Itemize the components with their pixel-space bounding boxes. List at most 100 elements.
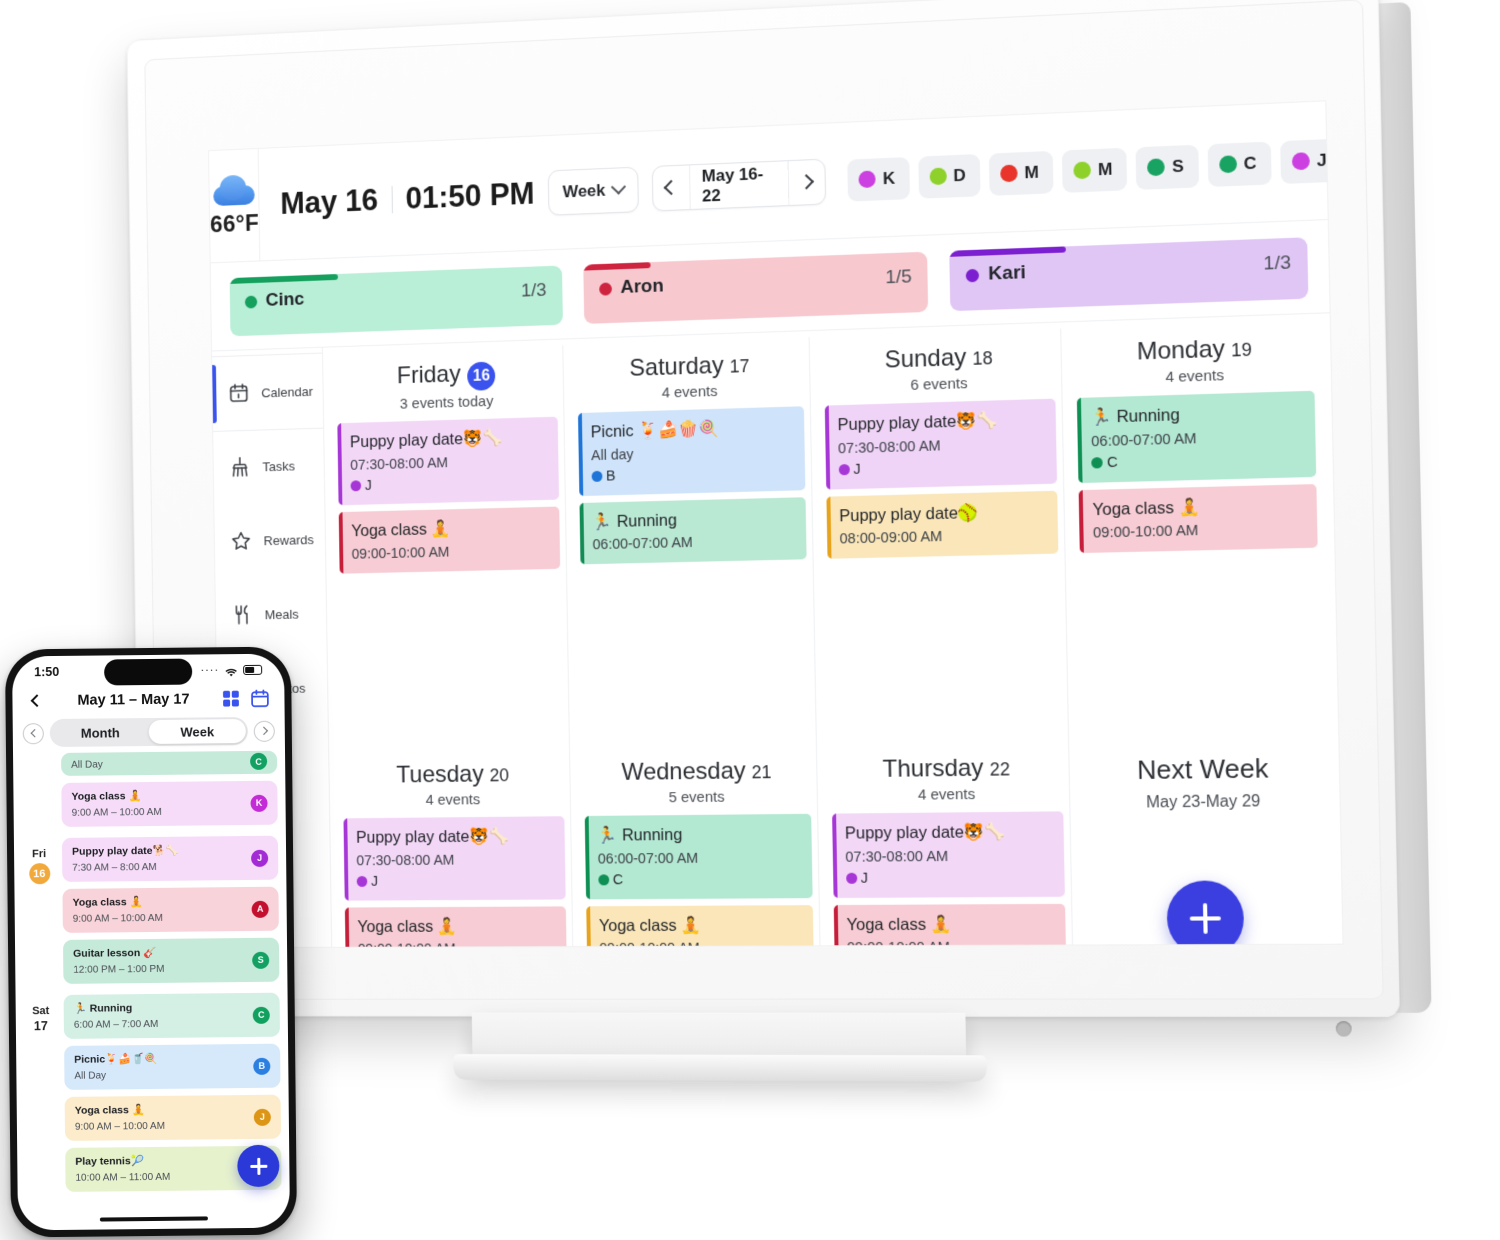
event-title: Yoga class 🧘: [351, 520, 451, 541]
day-header: Saturday 17: [577, 337, 803, 387]
phone-event-owner-badge: J: [253, 1108, 271, 1126]
event-card[interactable]: Yoga class 🧘09:00-10:00 AM: [585, 904, 814, 948]
event-card[interactable]: Yoga class 🧘09:00-10:00 AM: [344, 906, 567, 948]
event-card[interactable]: Puppy play date🐯🦴 07:30-08:00 AM J: [337, 416, 559, 506]
member-color-dot: [1218, 155, 1237, 174]
progress-card-label: Cinc: [244, 289, 305, 313]
phone-event-text: Puppy play date🐕🦴 7:30 AM – 8:00 AM: [72, 844, 251, 874]
sidebar-item-label: Meals: [264, 606, 299, 622]
member-chip-d-1[interactable]: D: [917, 153, 981, 199]
day-column-monday[interactable]: Monday 19 4 events 🏃 Running 06:00-07:00 AM C…: [1069, 319, 1328, 742]
day-column-wednesday[interactable]: Wednesday 21 5 events 🏃 Running 06:00-07:00 …: [577, 744, 824, 948]
sidebar-item-calendar[interactable]: Calendar: [212, 354, 323, 431]
member-color-dot: [966, 268, 980, 282]
next-week-button[interactable]: [788, 159, 825, 204]
next-week-panel[interactable]: Next Week May 23-May 29: [1077, 737, 1337, 948]
phone-event-card[interactable]: 🏃 Running 6:00 AM – 7:00 AM C: [63, 992, 280, 1039]
member-chip-k-0[interactable]: K: [847, 156, 910, 202]
phone-event-card[interactable]: Guitar lesson 🎸 12:00 PM – 1:00 PM S: [62, 937, 280, 984]
event-card[interactable]: 🏃 Running 06:00-07:00 AM C: [1077, 390, 1317, 483]
sidebar-item-rewards[interactable]: Rewards: [214, 502, 325, 579]
phone-event-card[interactable]: Yoga class 🧘 9:00 AM – 10:00 AM J: [64, 1094, 282, 1141]
member-initial: C: [612, 871, 624, 888]
event-card[interactable]: Puppy play date🥎 08:00-09:00 AM: [825, 490, 1059, 560]
day-number: 19: [1230, 339, 1253, 361]
progress-card-kari[interactable]: Kari 1/3: [949, 237, 1309, 312]
day-name: Thursday: [882, 754, 984, 783]
phone-event-card[interactable]: Yoga class 🧘 9:00 AM – 10:00 AM A: [62, 886, 279, 933]
view-mode-dropdown[interactable]: Week: [547, 166, 639, 216]
sidebar-item-label: Tasks: [262, 458, 296, 474]
member-initial: C: [1243, 152, 1257, 173]
phone-prev-button[interactable]: [22, 722, 44, 744]
day-column-sunday[interactable]: Sunday 18 6 events Puppy play date🐯🦴 07:30-0…: [817, 328, 1070, 745]
member-chip-m-2[interactable]: M: [988, 150, 1054, 196]
week-range-label[interactable]: May 16-22: [688, 160, 789, 209]
day-column-thursday[interactable]: Thursday 22 4 events Puppy play date🐯🦴 07:30…: [824, 741, 1078, 948]
event-card[interactable]: Yoga class 🧘09:00-10:00 AM: [1078, 483, 1318, 554]
event-card[interactable]: 🏃 Running 06:00-07:00 AM: [579, 496, 807, 565]
day-column-tuesday[interactable]: Tuesday 20 4 events Puppy play date🐯🦴 07:30-…: [336, 747, 577, 948]
day-column-saturday[interactable]: Saturday 17 4 events Picnic 🍹🍰🍿🍭 All day B 🏃 R…: [570, 337, 817, 748]
event-card[interactable]: Puppy play date🐯🦴 07:30-08:00 AM J: [824, 398, 1058, 490]
grid-view-icon[interactable]: [220, 688, 241, 709]
member-initial: D: [953, 165, 966, 185]
event-title: 🏃 Running: [592, 511, 677, 532]
phone-event-card[interactable]: Picnic🍹🍰🥤🍭 All Day B: [64, 1043, 281, 1090]
week-navigation: May 16-22: [651, 158, 827, 212]
event-time: 07:30-08:00 AM: [845, 848, 949, 866]
phone-day-name: Fri: [31, 848, 47, 861]
event-time: 08:00-09:00 AM: [839, 529, 943, 548]
event-title: 🏃 Running: [597, 826, 683, 845]
phone-add-event-fab[interactable]: [237, 1144, 280, 1188]
phone-event-list[interactable]: All Day C Yoga class 🧘 9:00 AM – 10:00 AM K F…: [13, 750, 290, 1206]
event-accent-bar: [825, 496, 832, 560]
member-chip-s-4[interactable]: S: [1135, 144, 1199, 190]
member-initial: M: [1024, 162, 1040, 182]
member-chip-m-3[interactable]: M: [1061, 147, 1128, 193]
member-chip-c-5[interactable]: C: [1207, 141, 1272, 187]
phone-event-card[interactable]: Yoga class 🧘 9:00 AM – 10:00 AM K: [61, 780, 278, 827]
week-board: Friday 16 3 events today Puppy play date🐯🦴 0…: [323, 313, 1343, 948]
star-icon: [230, 529, 253, 553]
member-color-dot: [858, 170, 877, 189]
add-event-fab[interactable]: [1166, 880, 1245, 948]
phone-event-card[interactable]: All Day C: [61, 750, 278, 776]
member-color-dot: [1073, 161, 1092, 180]
member-color-dot: [1000, 164, 1018, 183]
event-card[interactable]: Picnic 🍹🍰🍿🍭 All day B: [577, 406, 805, 496]
chevron-left-icon: [30, 694, 43, 708]
day-column-friday[interactable]: Friday 16 3 events today Puppy play date🐯🦴 0…: [330, 345, 570, 751]
progress-card-aron[interactable]: Aron 1/5: [582, 251, 929, 324]
event-card[interactable]: Yoga class 🧘09:00-10:00 AM: [338, 506, 560, 574]
phone-event-title: Yoga class 🧘: [72, 896, 143, 909]
event-card[interactable]: Puppy play date🐯🦴 07:30-08:00 AM J: [343, 816, 566, 901]
progress-card-cinc[interactable]: Cinc 1/3: [229, 265, 563, 337]
member-chip-j-6[interactable]: J: [1279, 138, 1330, 184]
calendar-icon[interactable]: [249, 688, 270, 709]
week-row-2: Tuesday 20 4 events Puppy play date🐯🦴 07:30-…: [336, 737, 1337, 948]
day-number: 20: [489, 765, 510, 786]
weather-widget[interactable]: 66°F: [208, 148, 261, 263]
sidebar-item-tasks[interactable]: Tasks: [213, 428, 324, 505]
phone-segment-month[interactable]: Month: [80, 724, 120, 741]
event-card[interactable]: Yoga class 🧘09:00-10:00 AM: [833, 903, 1067, 948]
progress-fill: [582, 262, 651, 271]
event-card[interactable]: Puppy play date🐯🦴 07:30-08:00 AM J: [831, 811, 1066, 898]
sidebar-item-meals[interactable]: Meals: [215, 576, 326, 652]
phone-day-events: All Day C Yoga class 🧘 9:00 AM – 10:00 AM K: [61, 750, 278, 834]
cellular-signal-icon: ····: [200, 664, 220, 677]
event-card[interactable]: 🏃 Running 06:00-07:00 AM C: [584, 813, 813, 899]
prev-week-button[interactable]: [653, 165, 690, 210]
phone-next-button[interactable]: [253, 720, 275, 742]
event-accent-bar: [1078, 489, 1085, 554]
phone-segment-week[interactable]: Week: [148, 718, 246, 745]
phone-event-time: 6:00 AM – 7:00 AM: [73, 1018, 159, 1031]
phone-event-time: 7:30 AM – 8:00 AM: [72, 861, 157, 874]
phone-event-card[interactable]: Puppy play date🐕🦴 7:30 AM – 8:00 AM J: [61, 835, 279, 882]
phone-event-title: Puppy play date🐕🦴: [71, 844, 179, 858]
phone-back-button[interactable]: [26, 691, 46, 711]
day-event-count: 4 events: [425, 791, 481, 809]
divider: [391, 185, 393, 213]
event-time: All day: [590, 446, 634, 464]
